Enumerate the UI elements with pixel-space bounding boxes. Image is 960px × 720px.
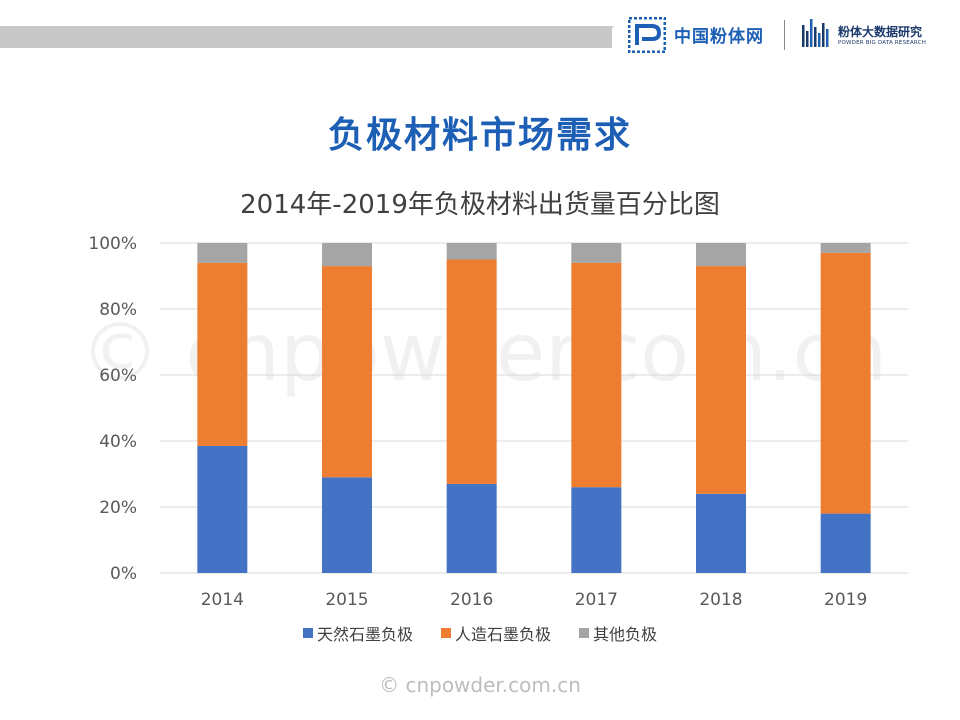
y-tick-label: 80% xyxy=(99,300,137,320)
legend-item: 天然石墨负极 xyxy=(302,621,413,645)
bar-segment xyxy=(820,252,871,514)
logo-text: 中国粉体网 xyxy=(674,27,764,47)
x-tick-label: 2017 xyxy=(575,590,618,610)
legend-swatch xyxy=(579,628,589,638)
cnpowder-logo[interactable]: 中国粉体网 xyxy=(628,17,778,53)
bar-segment xyxy=(571,262,622,488)
page-title: 负极材料市场需求 xyxy=(327,115,632,156)
chart-title: 2014年-2019年负极材料出货量百分比图 xyxy=(240,190,720,220)
bar-segment xyxy=(197,243,248,263)
header-bar-cap xyxy=(596,26,614,48)
y-tick-label: 100% xyxy=(88,234,137,254)
bar-segment xyxy=(197,445,248,573)
logo2-title: 粉体大数据研究 xyxy=(838,25,923,39)
bar-segment xyxy=(446,243,497,260)
y-tick-label: 0% xyxy=(110,564,137,584)
bar-segment xyxy=(322,243,372,267)
x-tick-label: 2019 xyxy=(824,590,867,610)
bar-segment xyxy=(571,487,622,573)
logo2-subtitle: POWDER BIG DATA RESEARCH xyxy=(838,40,927,46)
legend-label: 天然石墨负极 xyxy=(316,625,413,644)
x-tick-label: 2018 xyxy=(699,590,742,610)
y-tick-label: 60% xyxy=(99,366,137,386)
y-tick-label: 20% xyxy=(99,498,137,518)
bar-segment xyxy=(197,262,248,446)
bar-segment xyxy=(820,243,871,253)
logo-divider xyxy=(784,20,785,50)
cnpowder-logo-icon xyxy=(628,17,666,53)
x-tick-label: 2016 xyxy=(450,590,493,610)
bar-segment xyxy=(696,243,746,267)
chart-legend: 天然石墨负极 人造石墨负极 其他负极 xyxy=(0,621,960,645)
data-bars-icon xyxy=(802,19,829,47)
legend-label: 人造石墨负极 xyxy=(454,625,551,644)
bar-segment xyxy=(571,243,622,263)
bar-segment xyxy=(696,493,746,573)
legend-swatch xyxy=(302,628,313,638)
bar-segment xyxy=(322,477,372,573)
legend-swatch xyxy=(440,628,451,638)
x-tick-label: 2015 xyxy=(325,590,368,610)
bar-segment xyxy=(322,266,372,478)
y-tick-label: 40% xyxy=(99,432,137,452)
x-tick-label: 2014 xyxy=(201,590,244,610)
watermark-footer: © cnpowder.com.cn xyxy=(379,673,581,697)
bar-segment xyxy=(446,483,497,573)
header-bar xyxy=(0,26,612,48)
bar-segment xyxy=(696,266,746,494)
bar-segment xyxy=(820,513,871,573)
legend-label: 其他负极 xyxy=(593,625,658,644)
legend-item: 其他负极 xyxy=(579,621,657,645)
bar-segment xyxy=(446,259,497,484)
legend-item: 人造石墨负极 xyxy=(440,621,551,645)
powder-big-data-logo[interactable]: 粉体大数据研究 POWDER BIG DATA RESEARCH xyxy=(794,16,954,56)
